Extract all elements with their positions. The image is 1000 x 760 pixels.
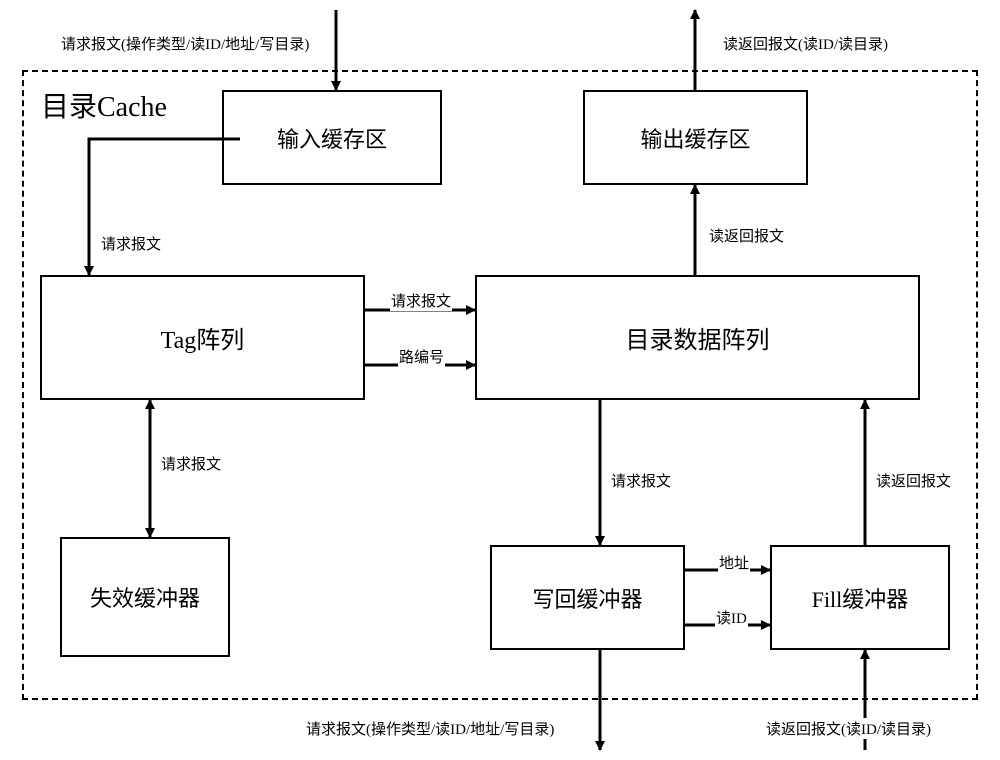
edge-label-12: 读返回报文(读ID/读目录): [765, 718, 932, 739]
node-label: 失效缓冲器: [90, 581, 200, 613]
node-label: 写回缓冲器: [532, 582, 642, 614]
node-label: Tag阵列: [161, 320, 245, 355]
edge-label-3: 请求报文: [390, 290, 452, 311]
edge-label-8: 读返回报文: [875, 470, 952, 491]
node-writeback: 写回缓冲器: [490, 545, 685, 650]
edge-label-4: 路编号: [398, 346, 445, 367]
node-fill_buf: Fill缓冲器: [770, 545, 950, 650]
node-label: Fill缓冲器: [812, 582, 909, 614]
edge-label-9: 地址: [718, 552, 750, 573]
edge-label-11: 请求报文(操作类型/读ID/地址/写目录): [305, 718, 555, 739]
edge-label-5: 读返回报文: [708, 225, 785, 246]
edge-label-10: 读ID: [715, 607, 748, 628]
node-output_buf: 输出缓存区: [583, 90, 808, 185]
node-label: 输入缓存区: [277, 122, 387, 154]
node-tag_array: Tag阵列: [40, 275, 365, 400]
edge-label-6: 请求报文: [160, 453, 222, 474]
cache-container-title: 目录Cache: [40, 85, 168, 125]
node-miss_buf: 失效缓冲器: [60, 537, 230, 657]
edge-label-7: 请求报文: [610, 470, 672, 491]
node-input_buf: 输入缓存区: [222, 90, 442, 185]
node-label: 目录数据阵列: [626, 320, 770, 355]
node-label: 输出缓存区: [640, 122, 750, 154]
node-dir_data: 目录数据阵列: [475, 275, 920, 400]
edge-label-2: 请求报文: [100, 233, 162, 254]
edge-label-0: 请求报文(操作类型/读ID/地址/写目录): [60, 33, 310, 54]
edge-label-1: 读返回报文(读ID/读目录): [722, 33, 889, 54]
